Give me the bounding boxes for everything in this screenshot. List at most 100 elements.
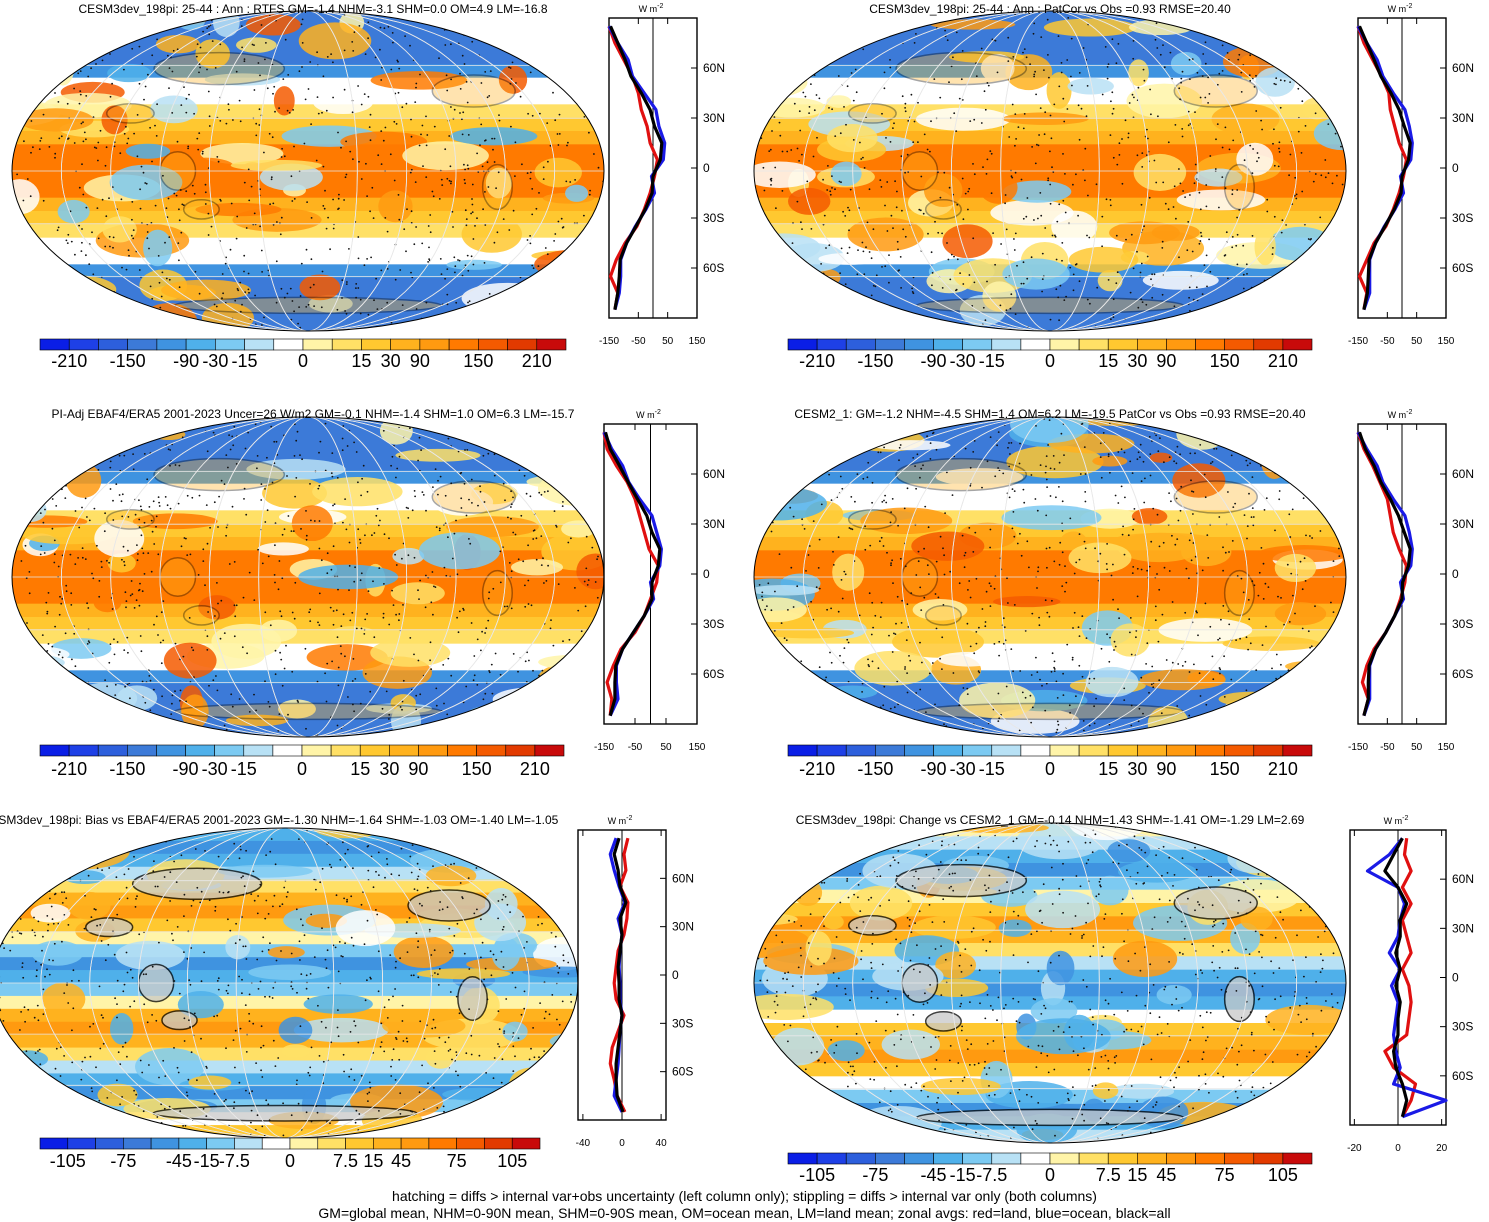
map-patch [942, 224, 992, 258]
map-patch [750, 585, 820, 595]
map-patch [391, 582, 445, 604]
colorbar-box [98, 745, 127, 756]
zonal-x-tick-label: 150 [689, 336, 706, 347]
map-patch [812, 300, 839, 330]
colorbar-box [215, 745, 244, 756]
colorbar-label: 75 [1215, 1165, 1235, 1185]
map-patch [32, 940, 84, 965]
global-map [0, 8, 618, 341]
map-patch [493, 687, 573, 711]
zonal-lat-tick-label: 60S [1452, 261, 1473, 275]
colorbar-label: 210 [1268, 351, 1298, 371]
map-patch [4, 515, 87, 527]
land-outline [896, 865, 1026, 897]
map-patch [258, 542, 309, 555]
map-patch [7, 447, 46, 466]
colorbar-label: -15 [979, 759, 1005, 779]
colorbar-label: -45 [166, 1151, 192, 1171]
map-patch [757, 98, 825, 118]
map-patch [1092, 456, 1127, 467]
colorbar-label: 0 [298, 351, 308, 371]
zonal-lat-tick-label: 30N [703, 111, 725, 125]
colorbar-box [127, 745, 156, 756]
panel-2: CESM3dev_198pi: 25-44 : Ann : PatCor vs … [743, 2, 1474, 371]
zonal-unit-label: W m-2 [636, 409, 661, 420]
panel-title: CESM2_1: GM=-1.2 NHM=-4.5 SHM=1.4 OM=6.2… [794, 407, 1306, 421]
colorbar-box [1225, 1153, 1254, 1164]
zonal-x-tick-label: -20 [1347, 1143, 1362, 1154]
map-patch [771, 310, 857, 320]
colorbar-box [215, 339, 244, 350]
map-patch [1323, 893, 1357, 909]
colorbar-box [40, 339, 69, 350]
colorbar-box [904, 339, 933, 350]
panel-4: CESM2_1: GM=-1.2 NHM=-4.5 SHM=1.4 OM=6.2… [712, 405, 1474, 779]
zonal-x-tick-label: 50 [660, 742, 672, 753]
land-outline [133, 868, 262, 899]
colorbar-label: 90 [1156, 759, 1176, 779]
map-patch [827, 124, 878, 152]
colorbar-box [1021, 745, 1050, 756]
colorbar-label: 7.5 [333, 1151, 358, 1171]
zonal-line-all [1360, 432, 1411, 715]
colorbar-label: 210 [520, 759, 550, 779]
colorbar-label: -150 [857, 351, 893, 371]
zonal-line-ocean [604, 432, 661, 715]
colorbar-label: 0 [1045, 351, 1055, 371]
colorbar-box [303, 339, 332, 350]
zonal-x-tick-label: -150 [594, 742, 614, 753]
colorbar-box [817, 1153, 846, 1164]
map-patch [745, 233, 820, 261]
map-patch [500, 704, 563, 728]
map-patch [484, 838, 578, 853]
colorbar-box [186, 339, 215, 350]
colorbar-box [1079, 745, 1108, 756]
map-patch [773, 301, 793, 328]
map-patch [484, 715, 571, 743]
zonal-line-all [1360, 26, 1411, 309]
map-patch [831, 162, 862, 186]
colorbar-box [361, 339, 390, 350]
map-patch [526, 475, 589, 488]
map-patch [20, 1072, 52, 1091]
map-patch [231, 160, 322, 171]
map-patch [1069, 543, 1132, 574]
map-patch [1212, 104, 1280, 135]
map-patch [66, 298, 101, 322]
global-map [0, 403, 629, 743]
zonal-lat-tick-label: 30N [1452, 111, 1474, 125]
colorbar-label: -15 [194, 1151, 220, 1171]
colorbar-label: 45 [1156, 1165, 1176, 1185]
colorbar-box [1225, 745, 1254, 756]
colorbar-box [1254, 745, 1283, 756]
colorbar-box [788, 1153, 817, 1164]
global-map [712, 405, 1350, 746]
colorbar-label: 15 [1127, 1165, 1147, 1185]
land-outline [162, 1011, 197, 1030]
colorbar-label: 0 [1045, 759, 1055, 779]
colorbar-box [904, 745, 933, 756]
map-patch [483, 854, 522, 865]
colorbar-box [992, 1153, 1021, 1164]
colorbar-label: -150 [109, 759, 145, 779]
panel-5: CESM3dev_198pi: Bias vs EBAF4/ERA5 2001-… [0, 813, 694, 1171]
colorbar-box [69, 339, 98, 350]
colorbar-label: -7.5 [219, 1151, 250, 1171]
map-patch [1266, 1105, 1349, 1142]
colorbar-box [506, 745, 535, 756]
colorbar-box [1166, 1153, 1195, 1164]
map-patch [110, 1013, 133, 1045]
colorbar-box [478, 339, 507, 350]
colorbar-box [360, 745, 389, 756]
colorbar-box [429, 1138, 457, 1149]
map-patch [1302, 98, 1332, 120]
colorbar-box [1196, 339, 1225, 350]
colorbar-box [346, 1138, 374, 1149]
map-patch [1285, 661, 1333, 672]
map-patch [300, 274, 341, 300]
map-patch [8, 1050, 48, 1068]
colorbar-box [817, 339, 846, 350]
